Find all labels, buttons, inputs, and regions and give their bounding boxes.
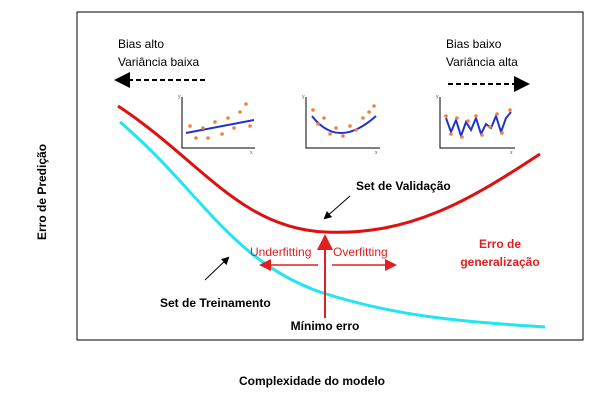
pointer [204,256,230,281]
inset-axis-label: x [375,150,378,156]
inset-axis-label: x [510,150,513,156]
y-axis-label: Erro de Predição [35,144,49,240]
plot-frame [76,11,584,341]
minimum-label: Mínimo erro [291,319,360,333]
note-text: Variância alta [446,55,518,69]
region-label: Overfitting [333,245,388,259]
inset: y x [178,94,255,156]
note-text: Variância baixa [118,55,199,69]
generalization-label: Erro de [479,237,521,251]
x-axis-label: Complexidade do modelo [239,374,385,388]
curve-label: Set de Validação [356,179,451,193]
inset-axis-label: y [178,94,181,100]
generalization-label: generalização [460,255,539,269]
training-curve [119,120,546,329]
inset-axis-label: x [250,150,253,156]
inset-axis-label: y [302,94,305,100]
pointer [323,195,351,220]
curve-label: Set de Treinamento [160,296,271,310]
inset-axis-label: y [436,94,439,100]
note-text: Bias alto [118,37,164,51]
inset: y x [436,94,515,156]
region-label: Underfitting [250,245,311,259]
inset: y x [302,94,380,156]
note-text: Bias baixo [446,37,502,51]
validation-curve [117,104,541,234]
